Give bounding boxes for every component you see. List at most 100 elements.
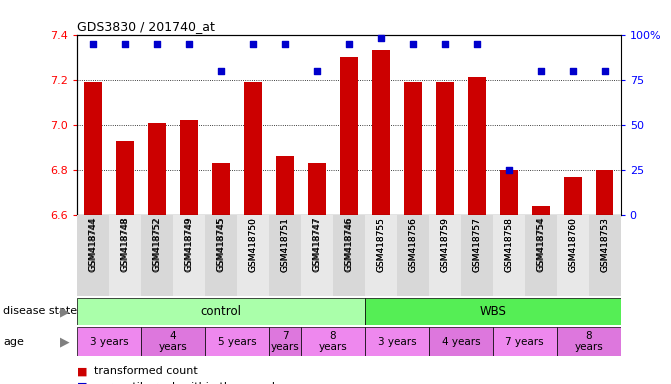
- Text: GSM418756: GSM418756: [409, 217, 417, 272]
- Text: GSM418759: GSM418759: [440, 217, 450, 272]
- Text: GSM418755: GSM418755: [376, 217, 385, 271]
- Text: control: control: [201, 305, 242, 318]
- Bar: [301, 215, 333, 296]
- Text: ▶: ▶: [60, 335, 69, 348]
- Bar: [429, 327, 493, 356]
- Bar: [588, 215, 621, 296]
- Text: ■: ■: [77, 382, 91, 384]
- Text: GSM418746: GSM418746: [344, 217, 354, 272]
- Text: GSM418758: GSM418758: [505, 217, 513, 272]
- Bar: [237, 215, 269, 296]
- Point: [472, 41, 482, 47]
- Bar: [557, 327, 621, 356]
- Bar: [340, 57, 358, 215]
- Bar: [365, 215, 397, 296]
- Bar: [397, 215, 429, 296]
- Point: [344, 41, 354, 47]
- Text: 5 years: 5 years: [217, 336, 256, 347]
- Point: [599, 68, 610, 74]
- Point: [119, 41, 130, 47]
- Bar: [429, 215, 461, 296]
- Text: percentile rank within the sample: percentile rank within the sample: [94, 382, 282, 384]
- Bar: [109, 215, 141, 296]
- Point: [215, 68, 226, 74]
- Point: [152, 41, 162, 47]
- Text: GSM418745: GSM418745: [217, 217, 225, 272]
- Bar: [596, 170, 613, 215]
- Bar: [493, 215, 525, 296]
- Bar: [500, 170, 517, 215]
- Text: GDS3830 / 201740_at: GDS3830 / 201740_at: [77, 20, 215, 33]
- Text: ▶: ▶: [60, 305, 69, 318]
- Text: GSM418760: GSM418760: [568, 217, 577, 271]
- Text: ■: ■: [77, 366, 91, 376]
- Text: GSM418755: GSM418755: [376, 217, 385, 272]
- Text: age: age: [3, 336, 24, 347]
- Text: 7 years: 7 years: [505, 336, 544, 347]
- Text: GSM418752: GSM418752: [152, 217, 162, 271]
- Text: 4
years: 4 years: [159, 331, 187, 353]
- Point: [503, 167, 514, 173]
- Point: [311, 68, 322, 74]
- Text: 3 years: 3 years: [90, 336, 128, 347]
- Bar: [141, 327, 205, 356]
- Point: [88, 41, 99, 47]
- Point: [184, 41, 195, 47]
- Text: GSM418757: GSM418757: [472, 217, 481, 271]
- Text: GSM418745: GSM418745: [217, 217, 225, 271]
- Bar: [269, 215, 301, 296]
- Text: GSM418756: GSM418756: [409, 217, 417, 271]
- Bar: [525, 215, 557, 296]
- Point: [376, 35, 386, 41]
- Text: GSM418750: GSM418750: [248, 217, 258, 271]
- Point: [440, 41, 450, 47]
- Text: GSM418746: GSM418746: [344, 217, 354, 271]
- Bar: [365, 327, 429, 356]
- Text: GSM418751: GSM418751: [280, 217, 289, 272]
- Text: GSM418754: GSM418754: [536, 217, 546, 272]
- Text: GSM418752: GSM418752: [152, 217, 162, 272]
- Bar: [85, 82, 102, 215]
- Bar: [436, 82, 454, 215]
- Bar: [77, 327, 141, 356]
- Bar: [372, 50, 390, 215]
- Bar: [557, 215, 588, 296]
- Bar: [116, 141, 134, 215]
- Text: 7
years: 7 years: [270, 331, 299, 353]
- Bar: [301, 327, 365, 356]
- Bar: [532, 206, 550, 215]
- Text: 8
years: 8 years: [574, 331, 603, 353]
- Bar: [308, 163, 325, 215]
- Text: 4 years: 4 years: [442, 336, 480, 347]
- Text: GSM418753: GSM418753: [600, 217, 609, 272]
- Point: [280, 41, 291, 47]
- Text: 8
years: 8 years: [319, 331, 348, 353]
- Text: GSM418749: GSM418749: [185, 217, 193, 271]
- Point: [407, 41, 418, 47]
- Bar: [173, 215, 205, 296]
- Text: GSM418744: GSM418744: [89, 217, 98, 271]
- Bar: [365, 298, 621, 325]
- Bar: [205, 215, 237, 296]
- Text: GSM418749: GSM418749: [185, 217, 193, 272]
- Text: GSM418760: GSM418760: [568, 217, 577, 272]
- Bar: [212, 163, 230, 215]
- Bar: [244, 82, 262, 215]
- Text: GSM418748: GSM418748: [121, 217, 130, 272]
- Bar: [276, 156, 294, 215]
- Text: GSM418757: GSM418757: [472, 217, 481, 272]
- Bar: [77, 298, 365, 325]
- Text: GSM418747: GSM418747: [313, 217, 321, 272]
- Bar: [333, 215, 365, 296]
- Bar: [468, 78, 486, 215]
- Text: transformed count: transformed count: [94, 366, 198, 376]
- Text: disease state: disease state: [3, 306, 77, 316]
- Point: [248, 41, 258, 47]
- Text: WBS: WBS: [479, 305, 506, 318]
- Bar: [404, 82, 421, 215]
- Text: GSM418758: GSM418758: [505, 217, 513, 271]
- Text: 3 years: 3 years: [378, 336, 416, 347]
- Bar: [269, 327, 301, 356]
- Text: GSM418753: GSM418753: [600, 217, 609, 271]
- Text: GSM418744: GSM418744: [89, 217, 98, 272]
